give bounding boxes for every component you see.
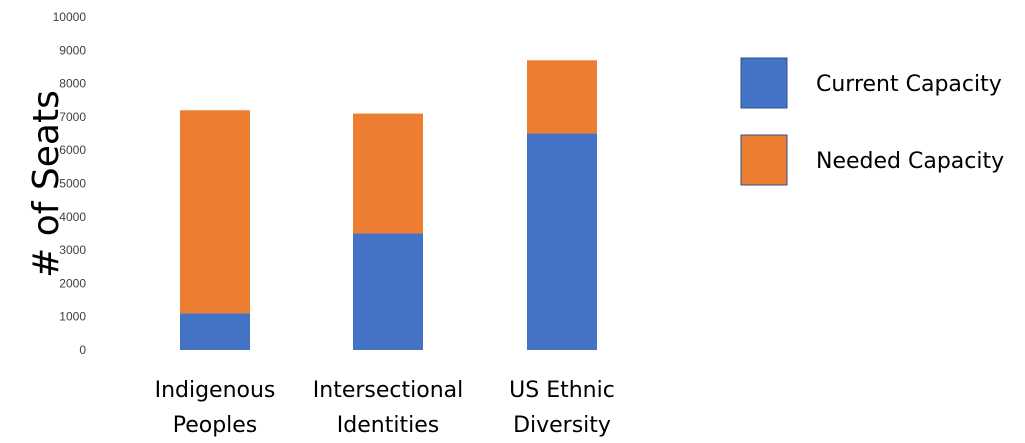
y-axis-title: # of Seats <box>26 90 67 278</box>
y-tick-label: 6000 <box>59 143 86 157</box>
bars <box>180 60 597 350</box>
category-label: Identities <box>337 413 439 438</box>
y-tick-label: 0 <box>79 343 86 357</box>
y-tick-label: 5000 <box>59 177 86 191</box>
bar-segment-needed <box>527 60 597 134</box>
y-tick-label: 4000 <box>59 210 86 224</box>
category-labels: Indigenous Peoples Intersectional Identitie… <box>155 378 615 438</box>
y-tick-label: 7000 <box>59 110 86 124</box>
y-axis-ticks: 0 1000 2000 3000 4000 5000 6000 7000 8000 9000 100… <box>53 10 87 357</box>
y-tick-label: 3000 <box>59 243 86 257</box>
legend-swatch <box>740 57 788 109</box>
y-tick-label: 2000 <box>59 276 86 290</box>
bar-segment-needed <box>353 113 423 234</box>
category-label: Peoples <box>173 413 258 438</box>
y-tick-label: 1000 <box>59 310 86 324</box>
category-label: Indigenous <box>155 378 276 403</box>
category-label: US Ethnic <box>509 378 615 403</box>
category-label: Diversity <box>513 413 611 438</box>
legend: Current Capacity Needed Capacity <box>740 57 1004 186</box>
y-tick-label: 10000 <box>53 10 87 24</box>
bar-segment-current <box>353 233 423 350</box>
bar-segment-current <box>180 313 250 350</box>
bar-segment-current <box>527 133 597 350</box>
y-tick-label: 8000 <box>59 77 86 91</box>
legend-swatch <box>740 134 788 186</box>
bar-segment-needed <box>180 110 250 314</box>
y-tick-label: 9000 <box>59 43 86 57</box>
legend-label: Current Capacity <box>816 72 1002 97</box>
legend-label: Needed Capacity <box>816 149 1004 174</box>
y-axis-title-group: # of Seats <box>26 90 67 278</box>
category-label: Intersectional <box>313 378 463 403</box>
